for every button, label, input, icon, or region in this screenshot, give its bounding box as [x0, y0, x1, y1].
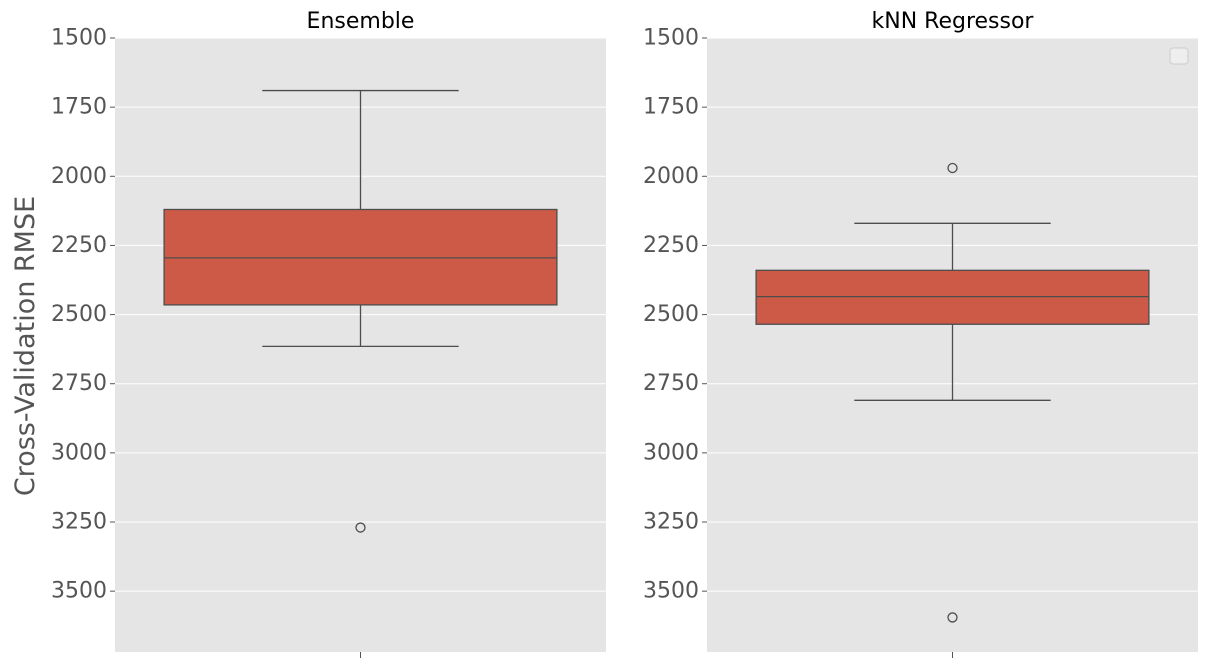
- y-tick-label: 3500: [643, 579, 699, 604]
- y-tick-label: 1500: [51, 26, 107, 51]
- subplot-2: 1500 1750 2000 2250 2500 2750 3000 3250 3500 kNN …: [643, 9, 1198, 658]
- y-tick-label: 2250: [51, 233, 107, 258]
- y-tick-label: 2000: [51, 164, 107, 189]
- legend-box: [1169, 47, 1189, 65]
- y-tick-label: 2500: [643, 302, 699, 327]
- y-tick-label: 1500: [643, 26, 699, 51]
- panels: 1500 1750 2000 2250 2500 2750 3000 3250 3500 Ense…: [51, 9, 1198, 658]
- y-tick-label: 2000: [643, 164, 699, 189]
- outlier-point: [947, 162, 958, 174]
- iqr-box: [163, 208, 558, 306]
- y-tick-label: 3000: [51, 440, 107, 465]
- y-tick-label: 3000: [643, 440, 699, 465]
- y-tick-label: 2250: [643, 233, 699, 258]
- outlier-point: [947, 612, 958, 623]
- y-tick-label: 1750: [643, 95, 699, 120]
- subplot-title: kNN Regressor: [872, 9, 1035, 34]
- y-tick-label: 2500: [51, 302, 107, 327]
- y-tick-label: 2750: [643, 371, 699, 396]
- subplot-1: 1500 1750 2000 2250 2500 2750 3000 3250 3500 Ense…: [51, 9, 606, 658]
- y-tick-label: 2750: [51, 371, 107, 396]
- y-tick-label: 1750: [51, 95, 107, 120]
- y-tick-label: 3500: [51, 579, 107, 604]
- y-tick-label: 3250: [643, 510, 699, 535]
- subplot-title: Ensemble: [307, 9, 415, 34]
- y-tick-label: 3250: [51, 510, 107, 535]
- outlier-point: [355, 522, 366, 533]
- y-axis-label: Cross-Validation RMSE: [10, 196, 41, 496]
- iqr-box: [755, 269, 1150, 325]
